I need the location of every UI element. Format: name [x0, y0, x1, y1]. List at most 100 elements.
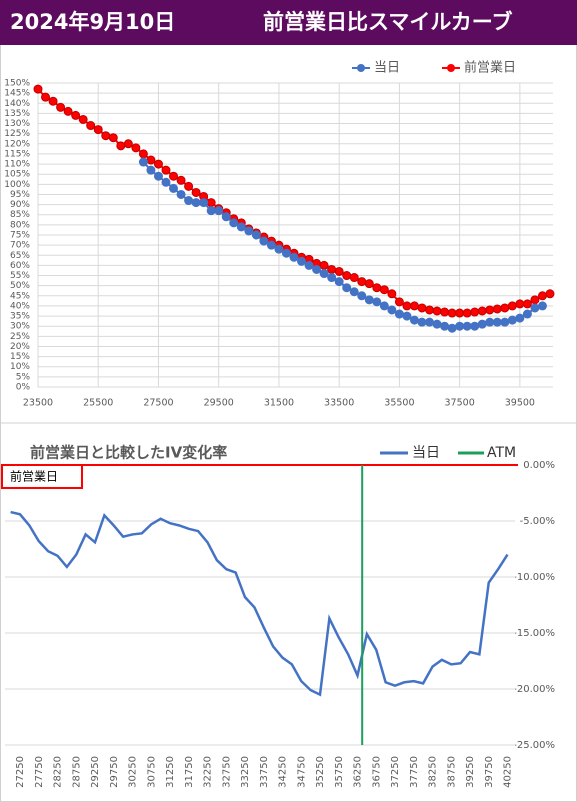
marker [379, 285, 389, 295]
y-tick-label: 20% [10, 342, 30, 352]
marker [530, 295, 540, 305]
marker [357, 277, 367, 287]
marker [206, 198, 216, 208]
marker [259, 236, 269, 246]
marker [470, 307, 480, 317]
marker [477, 319, 487, 329]
marker [251, 230, 261, 240]
marker [236, 222, 246, 232]
marker [327, 264, 337, 274]
x-tick-label: 33500 [324, 398, 354, 409]
marker [507, 301, 517, 311]
x-tick-label: 34250 [278, 756, 289, 788]
legend-swatch [357, 64, 365, 72]
x-tick-label: 37750 [409, 756, 420, 788]
y-tick-label: 50% [10, 281, 30, 291]
marker [244, 226, 254, 236]
marker [153, 159, 163, 169]
x-tick-label: 29750 [109, 756, 120, 788]
marker [169, 171, 179, 181]
series-line [10, 510, 509, 697]
x-tick-label: 25500 [83, 398, 113, 409]
marker [108, 133, 118, 143]
marker [342, 271, 352, 281]
y-tick-label: 95% [10, 190, 30, 200]
marker [447, 308, 457, 318]
x-tick-label: 39500 [505, 398, 535, 409]
y-tick-label: -15.00% [513, 628, 555, 639]
marker [274, 244, 284, 254]
marker [161, 177, 171, 187]
marker [485, 305, 495, 315]
y-tick-label: 115% [4, 149, 30, 159]
marker [522, 299, 532, 309]
marker [492, 317, 502, 327]
marker [507, 315, 517, 325]
x-tick-label: 31750 [184, 756, 195, 788]
marker [206, 206, 216, 216]
marker [161, 165, 171, 175]
marker [33, 84, 43, 94]
marker [191, 198, 201, 208]
x-tick-label: 30250 [128, 756, 139, 788]
marker [78, 114, 88, 124]
x-tick-label: 35750 [334, 756, 345, 788]
marker [477, 306, 487, 316]
marker [545, 289, 555, 299]
y-tick-label: 120% [4, 139, 30, 149]
marker [56, 102, 66, 112]
marker [71, 110, 81, 120]
header-bar [0, 0, 577, 45]
x-tick-label: 28750 [71, 756, 82, 788]
marker [364, 279, 374, 289]
x-tick-label: 34750 [296, 756, 307, 788]
marker [417, 317, 427, 327]
marker [492, 304, 502, 314]
x-tick-label: 27250 [15, 756, 26, 788]
marker [327, 273, 337, 283]
y-tick-label: -20.00% [513, 684, 555, 695]
marker [93, 125, 103, 135]
marker [297, 256, 307, 266]
x-tick-label: 31250 [165, 756, 176, 788]
marker [462, 308, 472, 318]
y-tick-label: 25% [10, 332, 30, 342]
y-tick-label: 15% [10, 352, 30, 362]
marker [176, 189, 186, 199]
marker [146, 155, 156, 165]
marker [515, 299, 525, 309]
y-tick-label: 85% [10, 210, 30, 220]
y-tick-label: 40% [10, 301, 30, 311]
marker [169, 183, 179, 193]
legend-label: 当日 [374, 61, 400, 76]
y-tick-label: 65% [10, 251, 30, 261]
marker [334, 266, 344, 276]
marker [116, 141, 126, 151]
marker [357, 291, 367, 301]
legend-label: 当日 [412, 445, 440, 461]
x-tick-label: 29500 [204, 398, 234, 409]
y-tick-label: 0% [16, 383, 31, 393]
marker [402, 311, 412, 321]
marker [455, 321, 465, 331]
marker [500, 303, 510, 313]
marker [184, 181, 194, 191]
x-tick-label: 40250 [503, 756, 514, 788]
x-tick-label: 36750 [371, 756, 382, 788]
x-tick-label: 32250 [203, 756, 214, 788]
x-tick-label: 38250 [428, 756, 439, 788]
marker [500, 317, 510, 327]
x-tick-label: 37500 [445, 398, 475, 409]
marker [372, 297, 382, 307]
marker [440, 307, 450, 317]
marker [191, 187, 201, 197]
baseline-label-box [1, 464, 83, 489]
y-tick-label: 55% [10, 271, 30, 281]
marker [432, 319, 442, 329]
marker [537, 301, 547, 311]
x-tick-label: 23500 [23, 398, 53, 409]
y-tick-label: 90% [10, 200, 30, 210]
marker [485, 317, 495, 327]
x-tick-label: 37250 [390, 756, 401, 788]
